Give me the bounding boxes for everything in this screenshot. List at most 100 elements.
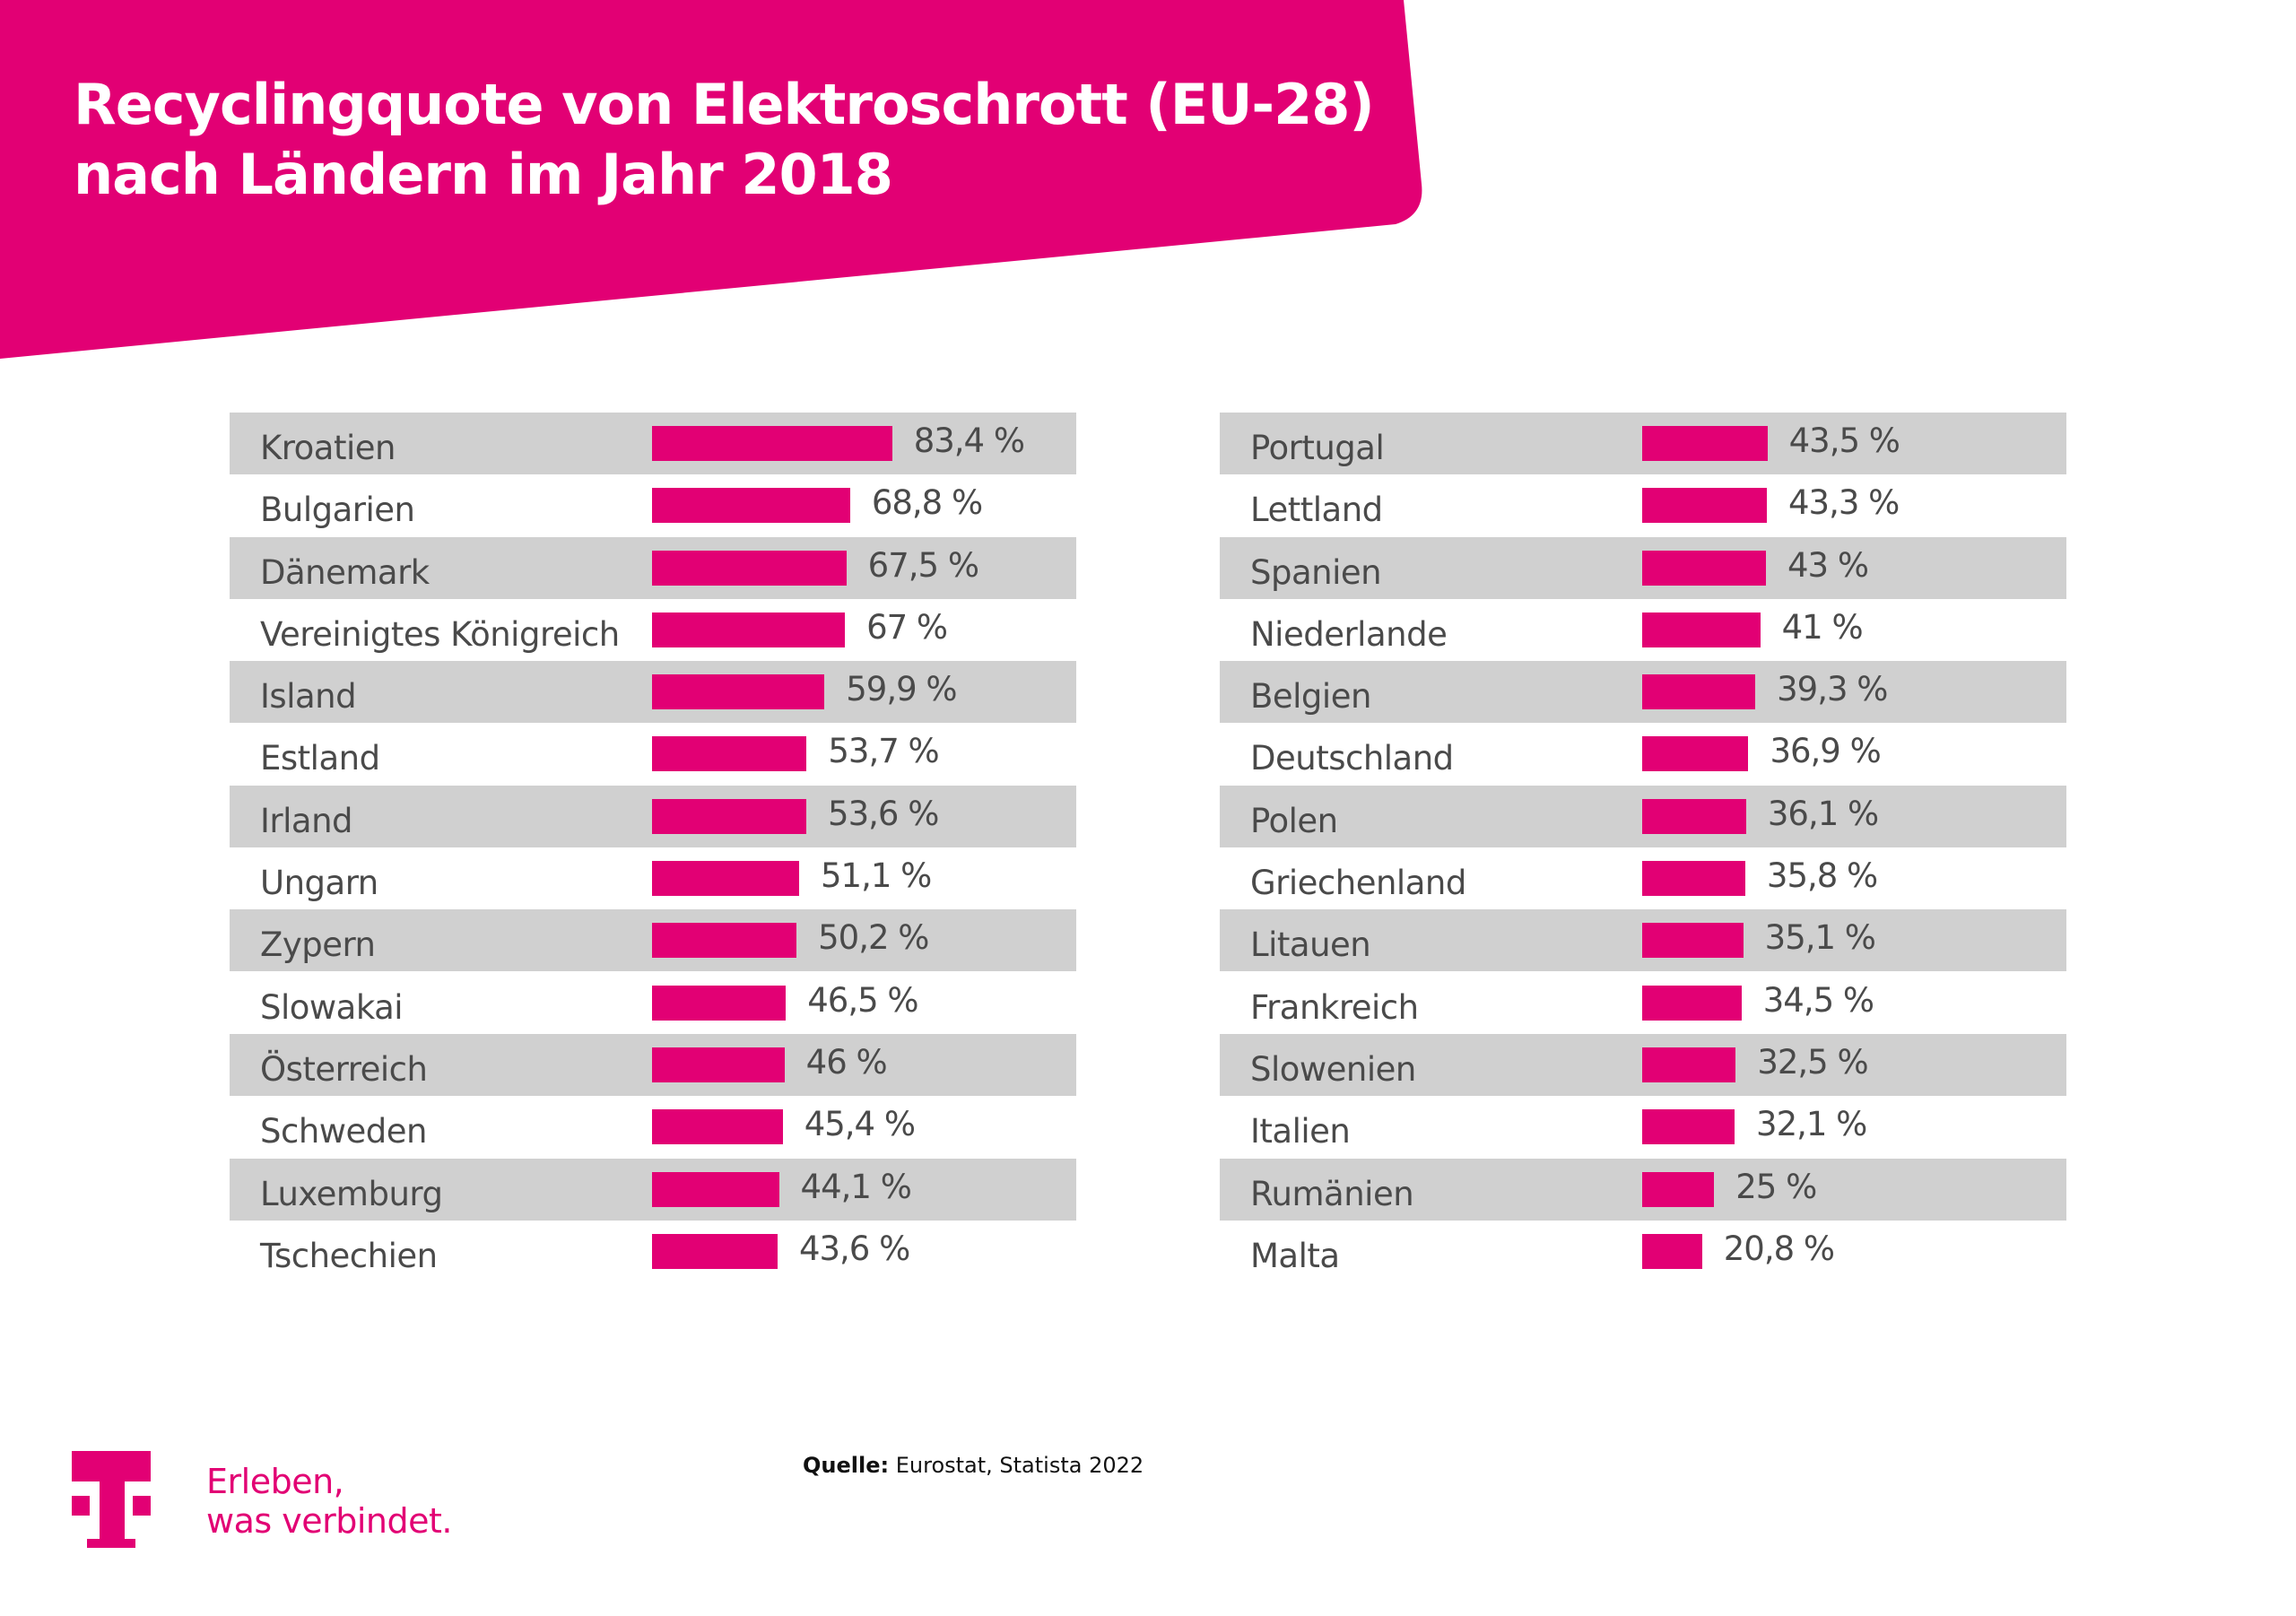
country-label: Lettland bbox=[1250, 491, 1383, 530]
bar bbox=[1642, 861, 1745, 897]
country-label: Malta bbox=[1250, 1236, 1340, 1275]
value-label: 25 % bbox=[1735, 1167, 1817, 1206]
chart-row: Bulgarien 68,8 % bbox=[230, 474, 1076, 536]
value-label: 41 % bbox=[1781, 607, 1864, 647]
country-label: Rumänien bbox=[1250, 1174, 1414, 1213]
chart-row: Ungarn 51,1 % bbox=[230, 847, 1076, 909]
bar bbox=[652, 426, 892, 461]
chart-row: Slowenien 32,5 % bbox=[1220, 1033, 2066, 1097]
telekom-t-logo-icon bbox=[72, 1451, 151, 1548]
value-label: 83,4 % bbox=[913, 421, 1025, 460]
value-label: 53,7 % bbox=[828, 732, 939, 771]
value-label: 46,5 % bbox=[807, 980, 918, 1020]
value-label: 50,2 % bbox=[818, 918, 929, 958]
chart-row: Island 59,9 % bbox=[230, 661, 1076, 724]
chart-row: Schweden 45,4 % bbox=[230, 1096, 1076, 1158]
value-label: 46 % bbox=[805, 1042, 888, 1082]
bar bbox=[652, 1047, 785, 1082]
chart-row: Niederlande 41 % bbox=[1220, 599, 2066, 661]
value-label: 43,3 % bbox=[1787, 483, 1900, 523]
country-label: Slowenien bbox=[1250, 1049, 1416, 1089]
bar bbox=[1642, 674, 1756, 710]
chart-row: Litauen 35,1 % bbox=[1220, 909, 2066, 972]
source-label: Quelle: bbox=[803, 1453, 890, 1478]
country-label: Portugal bbox=[1250, 429, 1385, 467]
country-label: Slowakai bbox=[260, 987, 404, 1027]
value-label: 67,5 % bbox=[867, 545, 979, 585]
country-label: Österreich bbox=[260, 1049, 428, 1089]
country-label: Tschechien bbox=[260, 1236, 438, 1275]
chart-row: Polen 36,1 % bbox=[1220, 785, 2066, 848]
chart-row: Zypern 50,2 % bbox=[230, 909, 1076, 972]
chart-row: Rumänien 25 % bbox=[1220, 1158, 2066, 1221]
chart-row: Malta 20,8 % bbox=[1220, 1221, 2066, 1282]
chart-row: Spanien 43 % bbox=[1220, 536, 2066, 599]
chart-row: Luxemburg 44,1 % bbox=[230, 1158, 1076, 1221]
value-label: 43 % bbox=[1787, 545, 1869, 585]
chart-row: Dänemark 67,5 % bbox=[230, 536, 1076, 599]
value-label: 43,6 % bbox=[798, 1229, 910, 1268]
country-label: Island bbox=[260, 677, 357, 717]
country-label: Deutschland bbox=[1250, 739, 1454, 778]
value-label: 20,8 % bbox=[1723, 1229, 1835, 1268]
value-label: 34,5 % bbox=[1762, 980, 1874, 1020]
value-label: 53,6 % bbox=[828, 794, 939, 833]
brand-tagline: Erleben, was verbindet. bbox=[206, 1462, 452, 1541]
chart-title-line1: Recyclingquote von Elektroschrott (EU-28… bbox=[74, 72, 1375, 137]
bar bbox=[1642, 612, 1761, 647]
value-label: 36,9 % bbox=[1770, 732, 1881, 771]
value-label: 67 % bbox=[866, 607, 948, 647]
chart-row: Lettland 43,3 % bbox=[1220, 474, 2066, 536]
country-label: Ungarn bbox=[260, 864, 378, 903]
chart-row: Estland 53,7 % bbox=[230, 723, 1076, 785]
bar bbox=[652, 923, 797, 959]
chart-row: Belgien 39,3 % bbox=[1220, 661, 2066, 724]
country-label: Spanien bbox=[1250, 552, 1382, 592]
bar-column-right: Portugal 43,5 % Lettland 43,3 % Spanien 43 % N… bbox=[1220, 413, 2066, 1282]
chart-row: Vereinigtes Königreich 67 % bbox=[230, 599, 1076, 661]
bar bbox=[1642, 488, 1767, 524]
country-label: Vereinigtes Königreich bbox=[260, 614, 620, 654]
bar bbox=[1642, 1047, 1736, 1082]
bar bbox=[652, 861, 800, 897]
value-label: 43,5 % bbox=[1788, 421, 1900, 460]
bar bbox=[1642, 1233, 1702, 1269]
country-label: Zypern bbox=[260, 925, 376, 965]
chart-row: Irland 53,6 % bbox=[230, 785, 1076, 848]
country-label: Polen bbox=[1250, 801, 1338, 840]
bar bbox=[652, 798, 807, 834]
tagline-line2: was verbindet. bbox=[206, 1501, 452, 1541]
bar bbox=[652, 1233, 778, 1269]
country-label: Estland bbox=[260, 739, 380, 778]
value-label: 68,8 % bbox=[871, 483, 983, 523]
bar bbox=[1642, 426, 1768, 461]
chart-row: Kroatien 83,4 % bbox=[230, 413, 1076, 475]
country-label: Kroatien bbox=[260, 429, 396, 467]
country-label: Irland bbox=[260, 801, 353, 840]
bar bbox=[1642, 1109, 1735, 1145]
header-banner bbox=[0, 0, 1422, 359]
value-label: 32,5 % bbox=[1757, 1042, 1868, 1082]
country-label: Belgien bbox=[1250, 677, 1371, 717]
bar bbox=[652, 550, 847, 586]
bar-column-left: Kroatien 83,4 % Bulgarien 68,8 % Dänemark 67,… bbox=[230, 413, 1076, 1282]
country-label: Bulgarien bbox=[260, 491, 415, 530]
country-label: Italien bbox=[1250, 1112, 1351, 1151]
bar bbox=[652, 612, 846, 647]
tagline-line1: Erleben, bbox=[206, 1462, 344, 1501]
value-label: 35,8 % bbox=[1766, 856, 1878, 896]
value-label: 59,9 % bbox=[846, 670, 957, 709]
country-label: Schweden bbox=[260, 1112, 428, 1151]
bar bbox=[652, 674, 825, 710]
bar bbox=[652, 736, 807, 772]
chart-row: Slowakai 46,5 % bbox=[230, 972, 1076, 1034]
value-label: 32,1 % bbox=[1756, 1105, 1867, 1144]
bar bbox=[652, 1109, 783, 1145]
chart-title: Recyclingquote von Elektroschrott (EU-28… bbox=[74, 70, 1375, 210]
country-label: Griechenland bbox=[1250, 864, 1466, 903]
chart-row: Griechenland 35,8 % bbox=[1220, 847, 2066, 909]
chart-row: Tschechien 43,6 % bbox=[230, 1221, 1076, 1282]
bar bbox=[652, 488, 850, 524]
value-label: 35,1 % bbox=[1764, 918, 1876, 958]
bar bbox=[1642, 985, 1742, 1021]
